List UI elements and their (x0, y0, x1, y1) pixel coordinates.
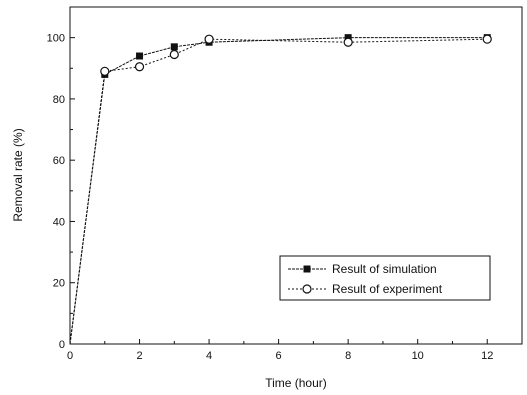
data-point-experiment (101, 67, 109, 75)
legend-label-experiment: Result of experiment (332, 282, 443, 296)
legend: Result of simulation Result of experimen… (280, 256, 490, 300)
x-tick-label: 12 (481, 350, 493, 362)
legend-marker-simulation (304, 266, 311, 273)
data-point-experiment (205, 35, 213, 43)
data-point-simulation (136, 53, 143, 60)
x-tick-label: 2 (136, 350, 142, 362)
legend-label-simulation: Result of simulation (332, 262, 437, 276)
y-tick-label: 100 (47, 33, 65, 45)
data-point-experiment (136, 63, 144, 71)
y-tick-label: 40 (53, 216, 65, 228)
axis-ticks: 0 2 4 6 8 10 12 0 20 40 60 80 100 (47, 7, 522, 362)
x-tick-label: 10 (412, 350, 424, 362)
y-tick-label: 20 (53, 278, 65, 290)
y-tick-label: 0 (59, 339, 65, 351)
x-tick-label: 8 (345, 350, 351, 362)
legend-marker-experiment (303, 285, 311, 293)
data-point-simulation (171, 43, 178, 50)
data-point-experiment (344, 38, 352, 46)
x-axis-label: Time (hour) (265, 376, 327, 390)
y-tick-label: 80 (53, 94, 65, 106)
x-tick-label: 0 (67, 350, 73, 362)
data-point-experiment (170, 50, 178, 58)
x-tick-label: 4 (206, 350, 212, 362)
data-point-experiment (483, 35, 491, 43)
x-tick-label: 6 (276, 350, 282, 362)
y-axis-label: Removal rate (%) (11, 128, 25, 221)
y-tick-label: 60 (53, 155, 65, 167)
